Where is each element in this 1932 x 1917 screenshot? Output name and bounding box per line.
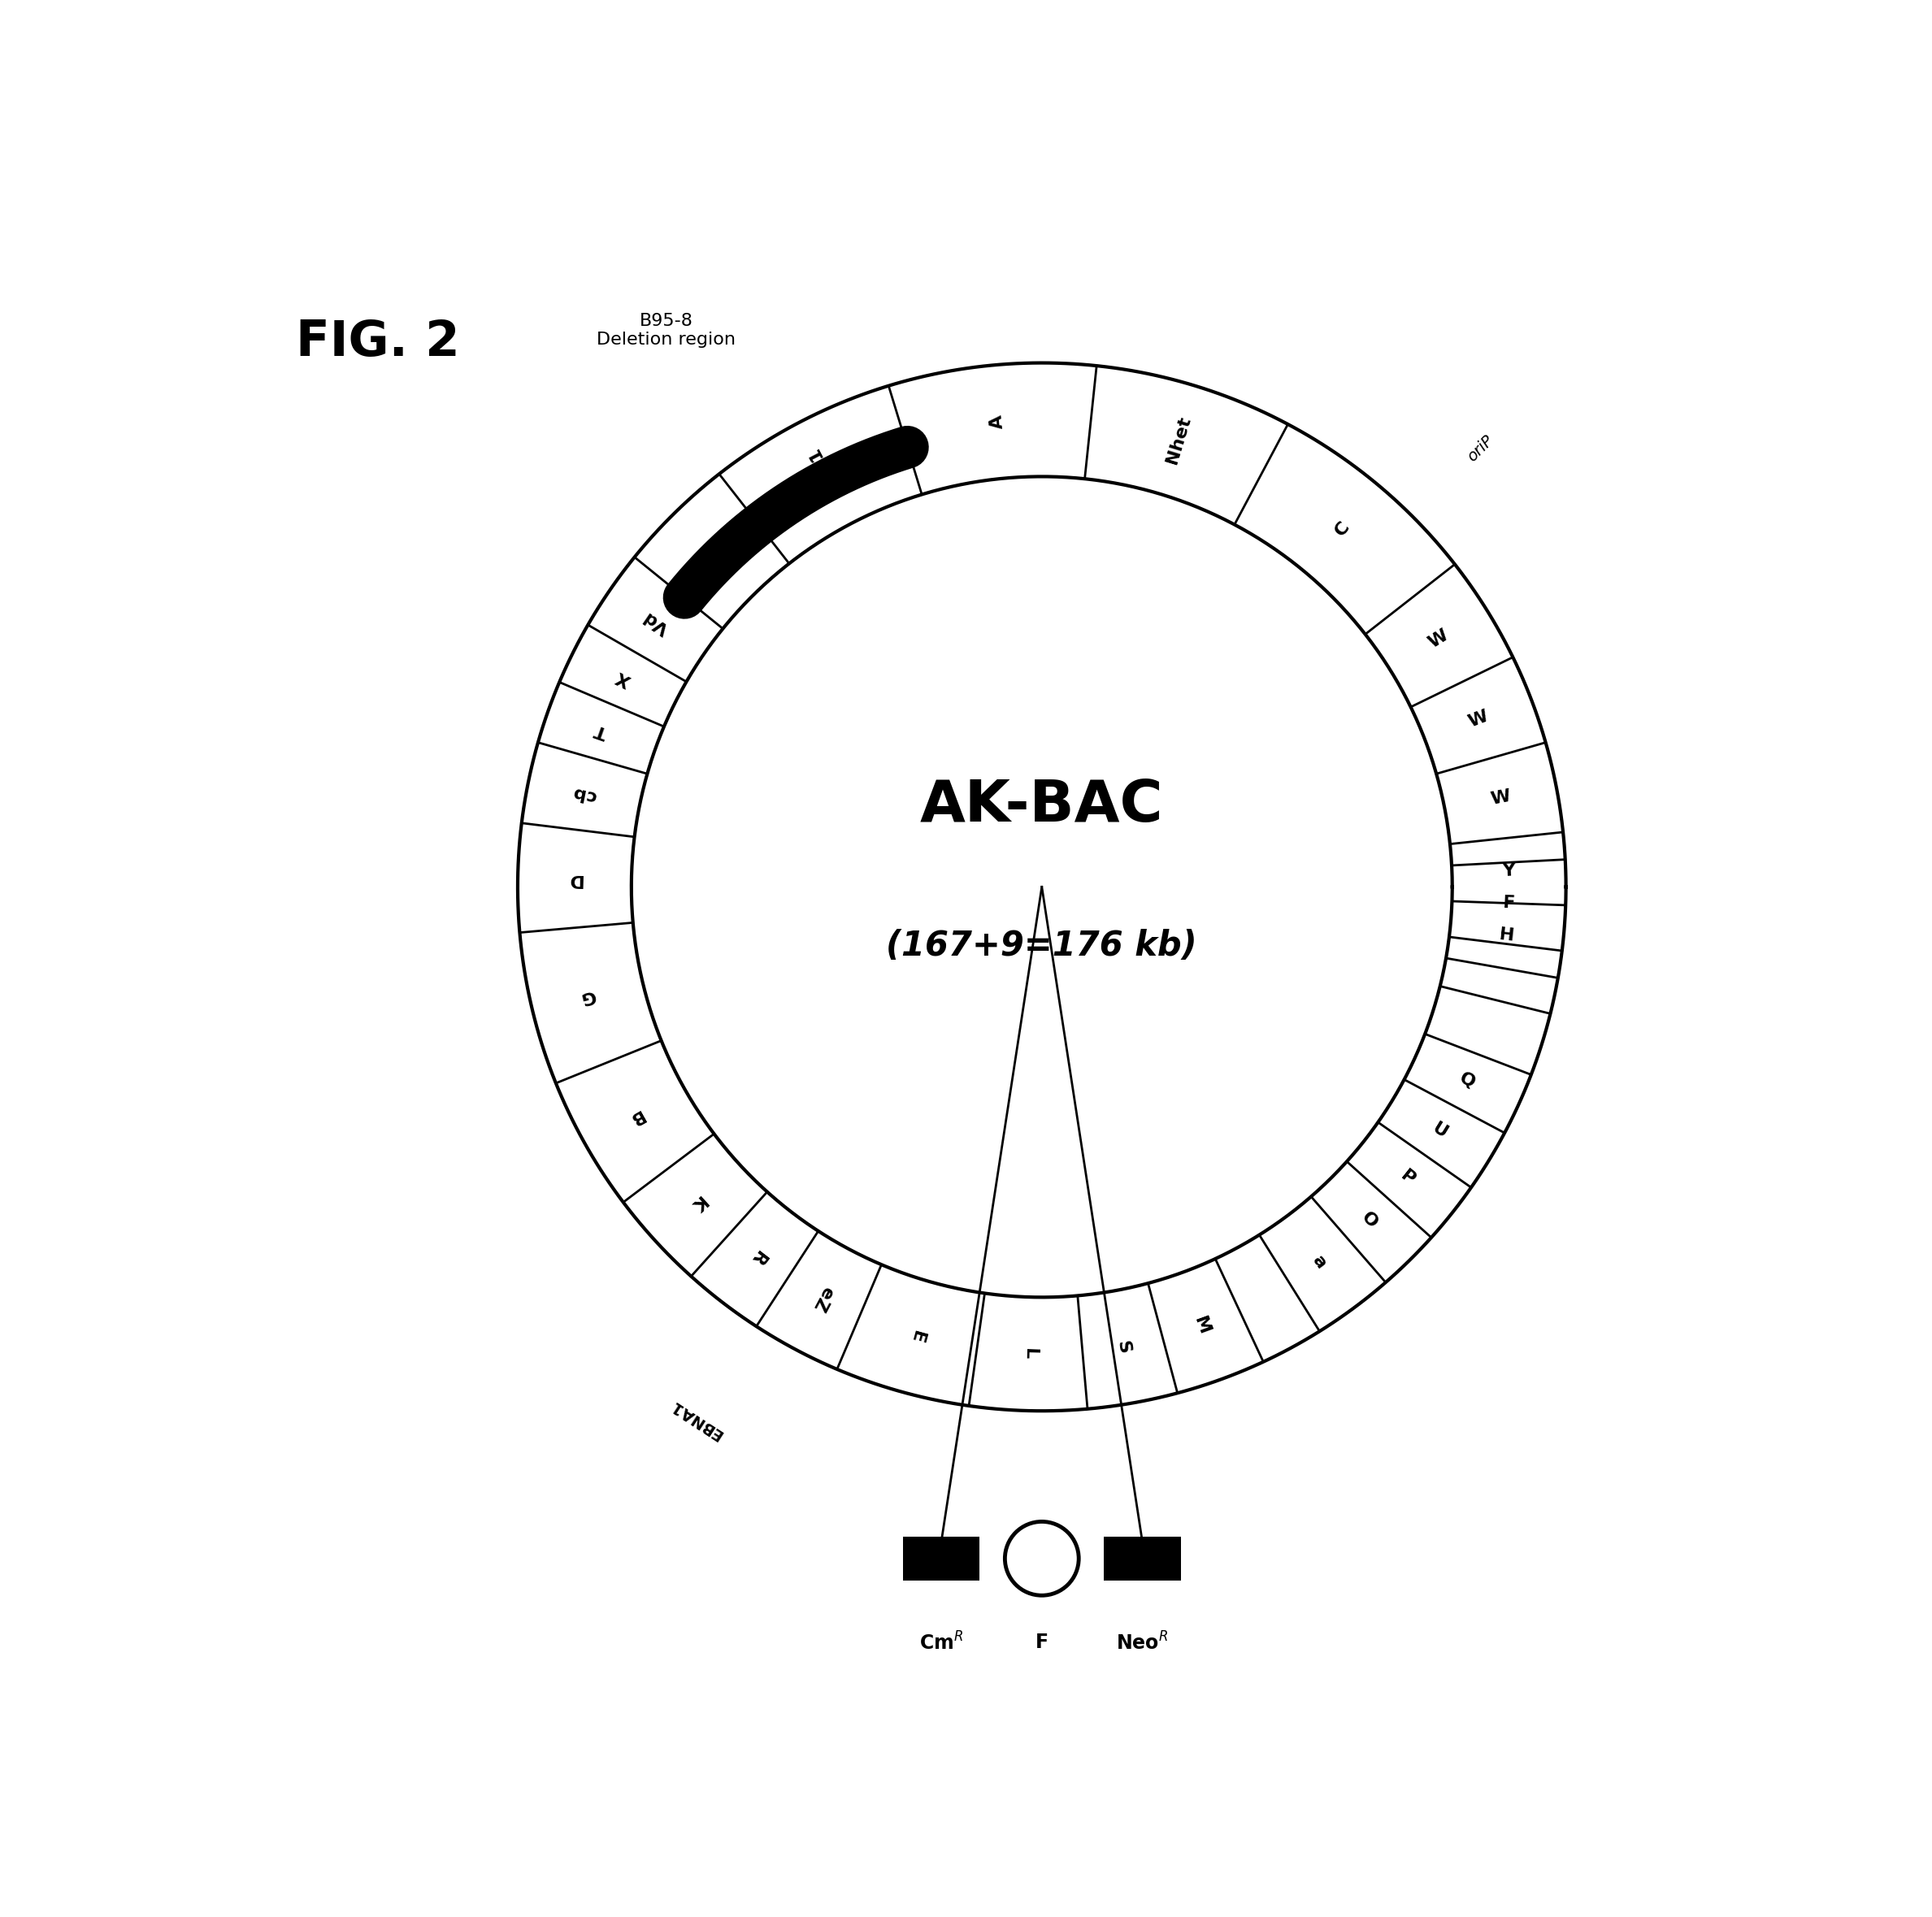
Text: Y: Y — [1501, 863, 1515, 880]
Text: oriP: oriP — [1464, 433, 1497, 464]
Text: F: F — [1503, 895, 1515, 912]
Text: AK-BAC: AK-BAC — [920, 778, 1163, 834]
Text: Cm$^R$: Cm$^R$ — [920, 1631, 964, 1654]
Text: S: S — [1115, 1340, 1132, 1355]
Text: Q: Q — [1457, 1070, 1478, 1091]
Text: D: D — [566, 870, 582, 888]
Text: EBNA1: EBNA1 — [667, 1397, 724, 1442]
Text: B1: B1 — [699, 539, 730, 569]
Text: a: a — [1310, 1252, 1329, 1273]
Text: T: T — [593, 721, 611, 740]
Text: cb: cb — [570, 784, 597, 803]
Text: C: C — [1331, 520, 1352, 539]
Text: Neo$^R$: Neo$^R$ — [1117, 1631, 1169, 1654]
Text: W: W — [1490, 788, 1513, 807]
Bar — [902, 1536, 980, 1582]
Text: K: K — [686, 1192, 707, 1213]
Text: U: U — [1430, 1120, 1451, 1143]
Text: W1r1: W1r1 — [806, 445, 846, 500]
Text: G: G — [578, 987, 597, 1006]
Text: P: P — [1397, 1167, 1418, 1189]
Text: W: W — [1466, 707, 1490, 730]
Text: F: F — [1036, 1631, 1049, 1652]
Text: eZ: eZ — [810, 1284, 837, 1315]
Circle shape — [1005, 1522, 1078, 1595]
Text: FIG. 2: FIG. 2 — [296, 318, 460, 366]
Text: L: L — [1022, 1348, 1037, 1359]
Text: B: B — [626, 1106, 645, 1127]
Text: Vd: Vd — [641, 608, 672, 636]
Text: W: W — [1426, 627, 1451, 652]
Text: R: R — [746, 1248, 769, 1267]
Text: Nhet: Nhet — [1163, 414, 1194, 466]
Bar — [1103, 1536, 1180, 1582]
Text: O: O — [1358, 1210, 1381, 1231]
Text: A: A — [989, 414, 1007, 429]
Text: B95-8
Deletion region: B95-8 Deletion region — [597, 312, 736, 347]
Text: X: X — [614, 667, 634, 688]
Text: E: E — [908, 1328, 927, 1346]
Text: M: M — [1190, 1315, 1213, 1338]
Text: H: H — [1497, 926, 1515, 945]
Text: (167+9=176 kb): (167+9=176 kb) — [887, 930, 1198, 962]
